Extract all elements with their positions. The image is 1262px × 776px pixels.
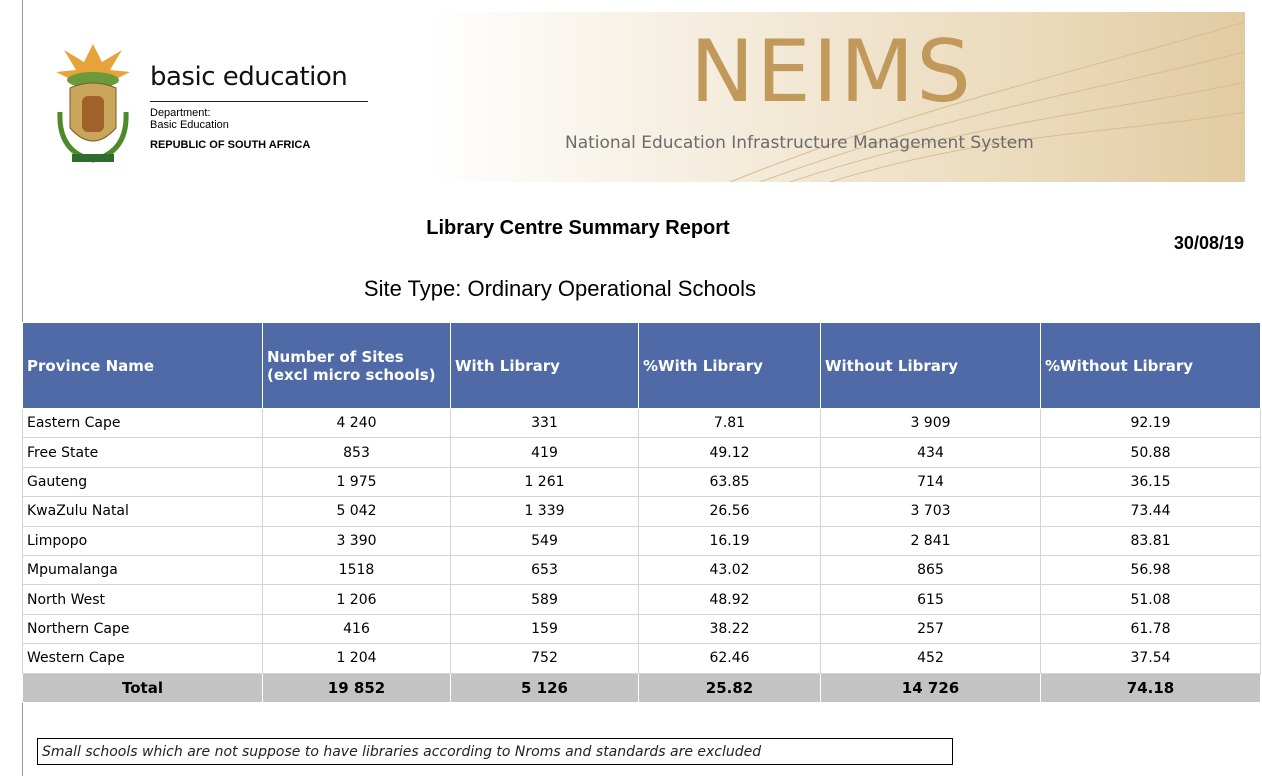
cell: 3 909 xyxy=(820,407,1041,439)
logo xyxy=(56,44,130,163)
province-name: Eastern Cape xyxy=(22,407,263,439)
data-row: Western Cape 1 204 752 62.46 452 37.54 xyxy=(22,643,1261,674)
cell: 48.92 xyxy=(638,584,821,615)
cell: 50.88 xyxy=(1040,437,1261,468)
cell: 26.56 xyxy=(638,496,821,527)
cell: 37.54 xyxy=(1040,643,1261,674)
cell: 1 206 xyxy=(262,584,451,615)
column-header: %With Library xyxy=(638,322,821,409)
total-cell: 25.82 xyxy=(638,672,821,703)
data-row: Northern Cape 416 159 38.22 257 61.78 xyxy=(22,613,1261,645)
org-name: basic education xyxy=(150,62,348,92)
cell: 589 xyxy=(450,584,639,615)
total-cell: 14 726 xyxy=(820,672,1041,703)
data-row: Free State 853 419 49.12 434 50.88 xyxy=(22,437,1261,468)
report-title: Library Centre Summary Report xyxy=(426,217,730,239)
cell: 1 975 xyxy=(262,466,451,498)
cell: 56.98 xyxy=(1040,554,1261,586)
cell: 416 xyxy=(262,613,451,645)
country: REPUBLIC OF SOUTH AFRICA xyxy=(150,139,311,151)
cell: 159 xyxy=(450,613,639,645)
summary-table: Province Name Number of Sites (excl micro… xyxy=(22,322,1261,703)
province-name: Limpopo xyxy=(22,525,263,556)
banner xyxy=(430,12,1245,182)
cell: 83.81 xyxy=(1040,525,1261,556)
province-name: Mpumalanga xyxy=(22,554,263,586)
cell: 1 339 xyxy=(450,496,639,527)
cell: 452 xyxy=(820,643,1041,674)
total-cell: 74.18 xyxy=(1040,672,1261,703)
cell: 63.85 xyxy=(638,466,821,498)
data-row: Mpumalanga 1518 653 43.02 865 56.98 xyxy=(22,554,1261,586)
cell: 549 xyxy=(450,525,639,556)
cell: 257 xyxy=(820,613,1041,645)
total-cell: 19 852 xyxy=(262,672,451,703)
cell: 49.12 xyxy=(638,437,821,468)
cell: 419 xyxy=(450,437,639,468)
total-label: Total xyxy=(22,672,263,703)
province-name: Free State xyxy=(22,437,263,468)
cell: 1518 xyxy=(262,554,451,586)
cell: 865 xyxy=(820,554,1041,586)
cell: 7.81 xyxy=(638,407,821,439)
dept-label: Department: xyxy=(150,107,211,119)
report-subtitle: Site Type: Ordinary Operational Schools xyxy=(363,276,757,301)
total-cell: 5 126 xyxy=(450,672,639,703)
cell: 92.19 xyxy=(1040,407,1261,439)
column-header: With Library xyxy=(450,322,639,409)
data-row: Gauteng 1 975 1 261 63.85 714 36.15 xyxy=(22,466,1261,498)
cell: 36.15 xyxy=(1040,466,1261,498)
cell: 4 240 xyxy=(262,407,451,439)
cell: 62.46 xyxy=(638,643,821,674)
cell: 38.22 xyxy=(638,613,821,645)
cell: 434 xyxy=(820,437,1041,468)
cell: 615 xyxy=(820,584,1041,615)
cell: 853 xyxy=(262,437,451,468)
cell: 653 xyxy=(450,554,639,586)
cell: 3 390 xyxy=(262,525,451,556)
province-name: KwaZulu Natal xyxy=(22,496,263,527)
cell: 331 xyxy=(450,407,639,439)
province-name: Gauteng xyxy=(22,466,263,498)
header-row: Province Name Number of Sites (excl micro… xyxy=(22,322,1261,409)
data-row: North West 1 206 589 48.92 615 51.08 xyxy=(22,584,1261,615)
dept-name: Basic Education xyxy=(150,119,229,131)
cell: 73.44 xyxy=(1040,496,1261,527)
rule xyxy=(150,101,368,102)
cell: 51.08 xyxy=(1040,584,1261,615)
column-header: Without Library xyxy=(820,322,1041,409)
data-row: Eastern Cape 4 240 331 7.81 3 909 92.19 xyxy=(22,407,1261,439)
column-header: Number of Sites (excl micro schools) xyxy=(262,322,451,409)
cell: 43.02 xyxy=(638,554,821,586)
cell: 2 841 xyxy=(820,525,1041,556)
cell: 3 703 xyxy=(820,496,1041,527)
cell: 714 xyxy=(820,466,1041,498)
cell: 61.78 xyxy=(1040,613,1261,645)
cell: 1 261 xyxy=(450,466,639,498)
system-acronym: NEIMS xyxy=(690,22,973,122)
province-name: North West xyxy=(22,584,263,615)
data-row: Limpopo 3 390 549 16.19 2 841 83.81 xyxy=(22,525,1261,556)
footnote: Small schools which are not suppose to h… xyxy=(37,738,953,765)
cell: 16.19 xyxy=(638,525,821,556)
cell: 5 042 xyxy=(262,496,451,527)
system-name: National Education Infrastructure Manage… xyxy=(565,133,1034,153)
report-date: 30/08/19 xyxy=(1173,233,1244,253)
column-header: Province Name xyxy=(22,322,263,409)
cell: 1 204 xyxy=(262,643,451,674)
total-row: Total 19 852 5 126 25.82 14 726 74.18 xyxy=(22,672,1261,703)
cell: 752 xyxy=(450,643,639,674)
data-row: KwaZulu Natal 5 042 1 339 26.56 3 703 73.44 xyxy=(22,496,1261,527)
province-name: Northern Cape xyxy=(22,613,263,645)
column-header: %Without Library xyxy=(1040,322,1261,409)
banner-waves xyxy=(729,21,1245,182)
province-name: Western Cape xyxy=(22,643,263,674)
